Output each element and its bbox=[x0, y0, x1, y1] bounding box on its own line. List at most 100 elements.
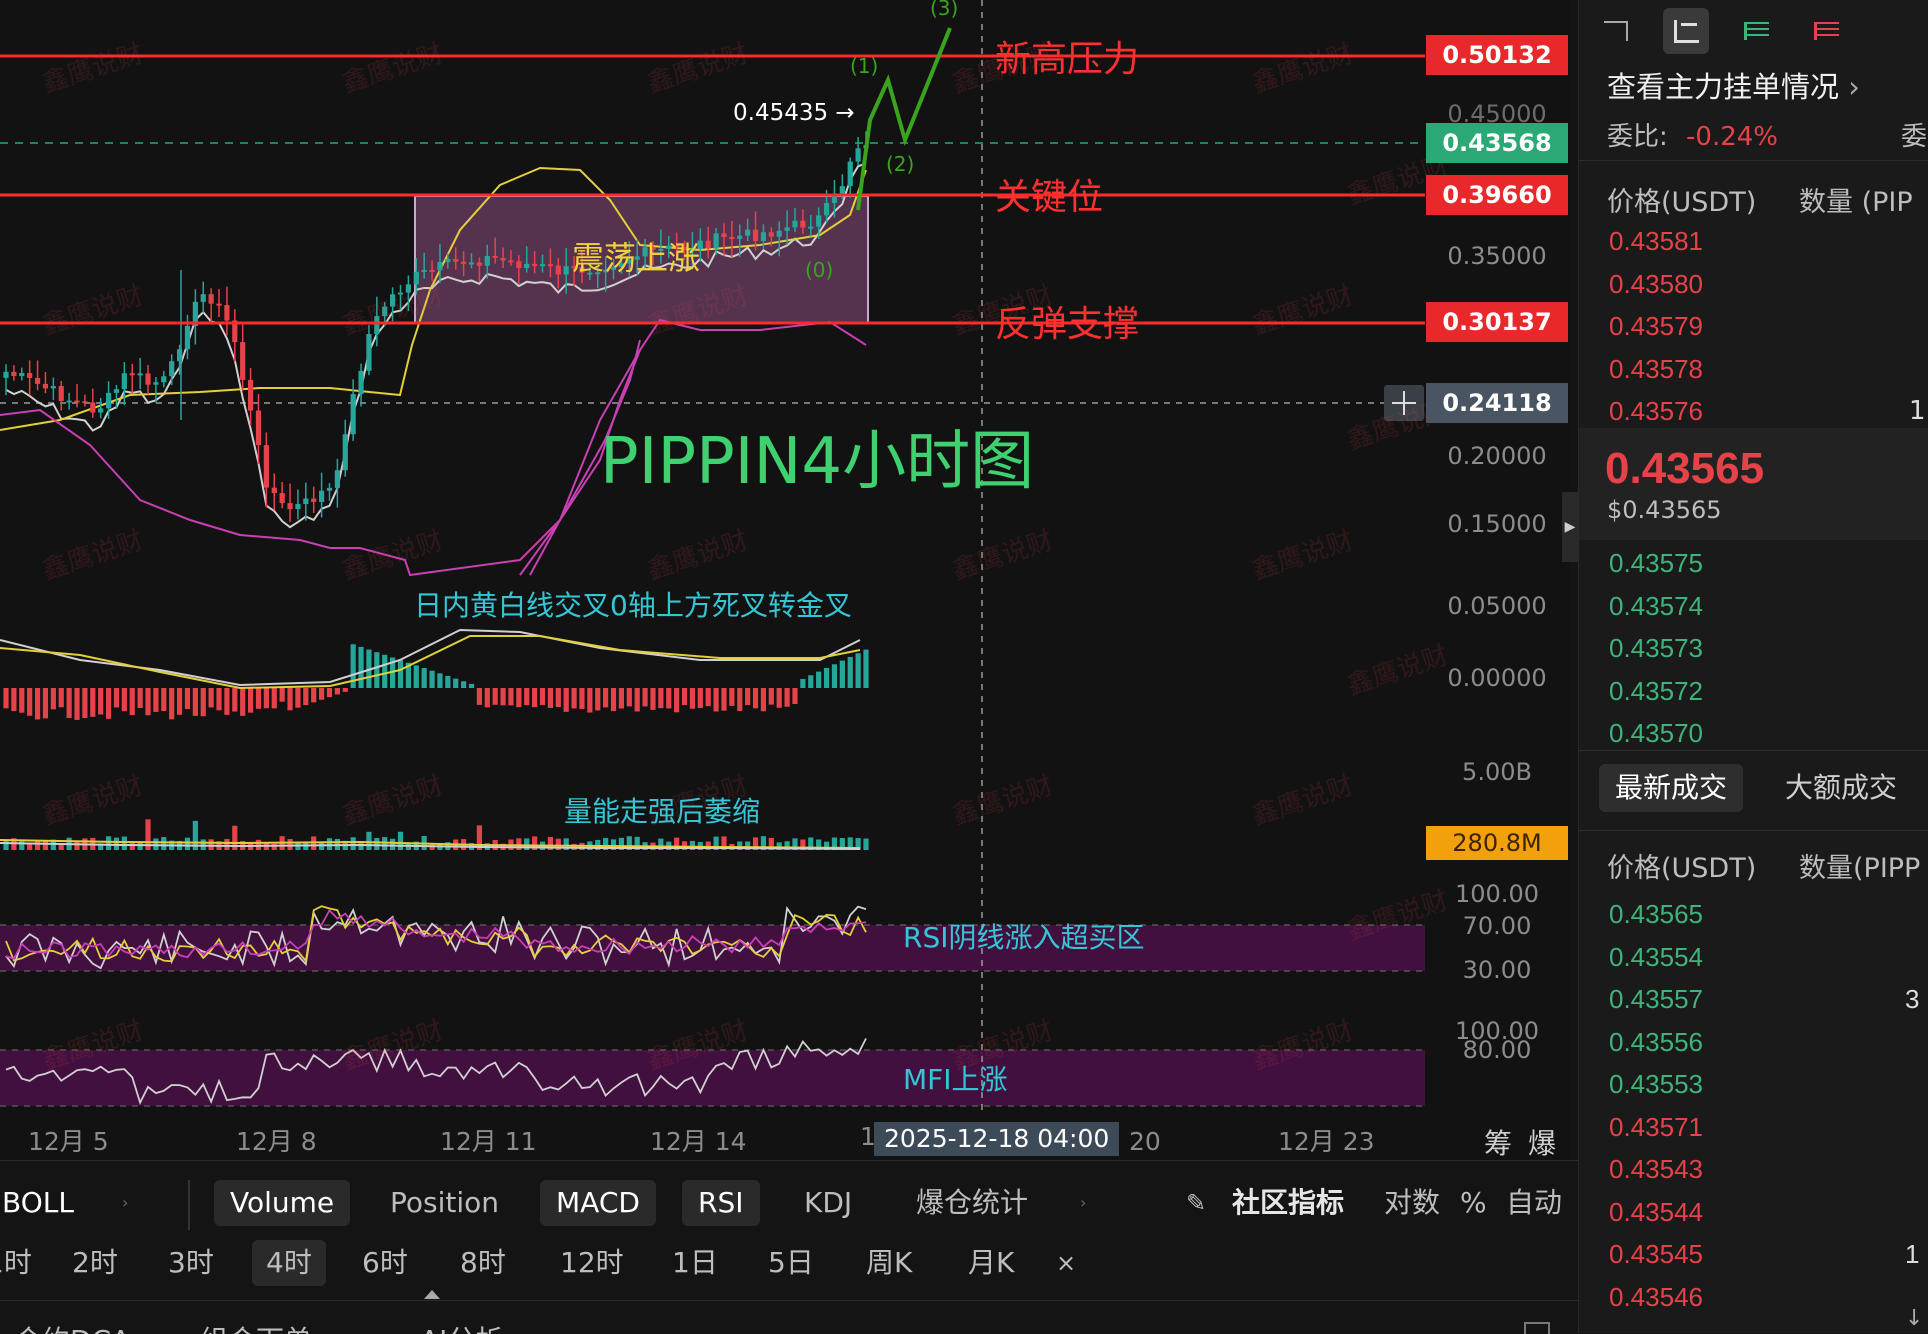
tab-dca[interactable]: 合约DCA bbox=[14, 1318, 130, 1334]
indicator-rsi[interactable]: RSI bbox=[682, 1180, 760, 1226]
candle-body bbox=[82, 401, 88, 404]
macd-histogram-bar bbox=[587, 688, 593, 713]
macd-histogram-bar bbox=[287, 688, 293, 711]
trade-row-price: 0.43557 bbox=[1609, 984, 1703, 1014]
indicator-position[interactable]: Position bbox=[390, 1186, 500, 1219]
timeframe-month[interactable]: 月K bbox=[968, 1246, 1015, 1279]
volume-bar bbox=[681, 841, 688, 850]
box-label: 震荡上涨 bbox=[572, 239, 701, 277]
layout-split-icon[interactable] bbox=[1663, 8, 1709, 54]
candle-body bbox=[27, 372, 33, 378]
chevron-right-icon[interactable]: › bbox=[1080, 1193, 1087, 1212]
macd-histogram-bar bbox=[823, 667, 830, 688]
bid-row[interactable]: 0.43573 bbox=[1609, 633, 1703, 663]
timeframe-8h[interactable]: 8时 bbox=[460, 1246, 506, 1279]
candle-body bbox=[792, 220, 798, 228]
candle-body bbox=[263, 445, 269, 488]
layout-default-icon[interactable] bbox=[1593, 8, 1639, 54]
orderbook-title-link[interactable]: 查看主力挂单情况 › bbox=[1607, 64, 1860, 106]
tab-ai-analysis[interactable]: AI分析 bbox=[420, 1318, 503, 1334]
chevron-up-icon[interactable] bbox=[424, 1290, 440, 1299]
bollinger-bands bbox=[0, 162, 867, 577]
date-label: 12月 14 bbox=[650, 1127, 747, 1156]
crosshair-plus-icon[interactable] bbox=[1384, 385, 1424, 421]
panel-collapse-icon[interactable]: ▶ bbox=[1562, 492, 1578, 562]
indicator-kdj[interactable]: KDJ bbox=[804, 1186, 853, 1219]
tab-latest-trades[interactable]: 最新成交 bbox=[1599, 764, 1744, 812]
ask-row[interactable]: 0.43576 bbox=[1609, 396, 1703, 426]
axis-tick-macd: 0.00000 bbox=[1447, 664, 1547, 692]
tab-combo-order[interactable]: 组合下单 bbox=[200, 1318, 312, 1334]
community-indicator-button[interactable]: 社区指标 bbox=[1232, 1186, 1345, 1219]
timeframe-4h[interactable]: 4时 bbox=[252, 1240, 326, 1286]
auto-scale-toggle[interactable]: 自动 bbox=[1506, 1186, 1563, 1219]
macd-histogram-bar bbox=[208, 688, 214, 708]
trades-col-price: 价格(USDT) bbox=[1607, 853, 1757, 884]
macd-histogram-bar bbox=[66, 688, 72, 718]
trades-col-qty: 数量(PIPP bbox=[1799, 853, 1921, 884]
timeframe-5d[interactable]: 5日 bbox=[768, 1246, 814, 1279]
candle-body bbox=[74, 400, 80, 403]
timeframe-12h[interactable]: 12时 bbox=[560, 1246, 624, 1279]
candle-body bbox=[279, 493, 285, 504]
axis-tick-volume: 5.00B bbox=[1462, 758, 1532, 786]
timeframe-week[interactable]: 周K bbox=[866, 1246, 913, 1279]
macd-histogram-bar bbox=[476, 688, 482, 705]
layout-bids-icon[interactable] bbox=[1733, 8, 1779, 54]
macd-histogram-bar bbox=[745, 688, 751, 705]
timeframe-1d[interactable]: 1日 bbox=[672, 1246, 718, 1279]
ask-row[interactable]: 0.43581 bbox=[1609, 226, 1703, 256]
timeframe-3h[interactable]: 3时 bbox=[168, 1246, 214, 1279]
macd-histogram-bar bbox=[318, 688, 325, 700]
candle-body bbox=[224, 305, 230, 321]
layout-asks-icon[interactable] bbox=[1803, 8, 1849, 54]
candle-body bbox=[90, 402, 96, 413]
volume-bar bbox=[721, 836, 727, 850]
candle-body bbox=[705, 240, 711, 249]
bid-row[interactable]: 0.43570 bbox=[1609, 718, 1703, 748]
ask-row[interactable]: 0.43579 bbox=[1609, 311, 1703, 341]
bid-row[interactable]: 0.43574 bbox=[1609, 590, 1703, 621]
bid-row[interactable]: 0.43572 bbox=[1609, 675, 1703, 706]
candle-body bbox=[642, 247, 648, 257]
indicator-macd[interactable]: MACD bbox=[540, 1180, 656, 1226]
ask-row[interactable]: 0.43580 bbox=[1609, 268, 1703, 299]
axis-corner-button[interactable]: 筹 bbox=[1484, 1127, 1513, 1160]
volume-bar bbox=[232, 825, 238, 850]
macd-histogram-bar bbox=[169, 688, 175, 720]
axis-corner-button[interactable]: 爆 bbox=[1528, 1127, 1557, 1160]
volume-bar bbox=[350, 837, 356, 850]
kline-chart[interactable] bbox=[0, 0, 1570, 1160]
macd-histogram-bar bbox=[492, 688, 498, 705]
axis-tick-mfi: 100.00 bbox=[1455, 1017, 1539, 1045]
volume-bar bbox=[58, 843, 64, 850]
timeframe-2h[interactable]: 2时 bbox=[72, 1246, 118, 1279]
macd-histogram-bar bbox=[697, 688, 703, 709]
timeframe-6h[interactable]: 6时 bbox=[362, 1246, 408, 1279]
expand-icon[interactable] bbox=[1524, 1322, 1550, 1334]
chevron-right-icon[interactable]: › bbox=[122, 1193, 129, 1212]
candle-body bbox=[295, 504, 301, 510]
edit-icon[interactable]: ✎ bbox=[1186, 1189, 1207, 1217]
percent-scale-toggle[interactable]: % bbox=[1460, 1186, 1487, 1219]
chart-area[interactable]: 鑫鹰说财 鑫鹰说财 鑫鹰说财 鑫鹰说财 鑫鹰说财 鑫鹰说财 鑫鹰说财 鑫鹰说财 鑫鹰说财 鑫鹰说财… bbox=[0, 0, 1570, 1160]
timeframe-1h[interactable]: 1时 bbox=[0, 1246, 32, 1279]
wave-projection-line bbox=[856, 27, 952, 211]
candle-body bbox=[737, 235, 743, 239]
close-icon[interactable]: × bbox=[1056, 1249, 1077, 1277]
bid-row[interactable]: 0.43575 bbox=[1609, 548, 1703, 578]
log-scale-toggle[interactable]: 对数 bbox=[1384, 1186, 1441, 1219]
candle-body bbox=[808, 226, 814, 229]
candle-body bbox=[666, 245, 672, 249]
volume-bar bbox=[3, 840, 9, 850]
candle-body bbox=[839, 186, 845, 194]
ask-row[interactable]: 0.43578 bbox=[1609, 353, 1703, 384]
axis-tick-rsi: 70.00 bbox=[1462, 912, 1532, 940]
scroll-down-icon[interactable]: ↓ bbox=[1905, 1306, 1924, 1331]
trade-row-qty: 3 bbox=[1905, 984, 1920, 1014]
indicator-boll[interactable]: BOLL bbox=[2, 1186, 74, 1219]
indicator-volume[interactable]: Volume bbox=[214, 1180, 351, 1226]
tab-large-trades[interactable]: 大额成交 bbox=[1785, 771, 1898, 804]
indicator-liquidation-stats[interactable]: 爆仓统计 bbox=[916, 1186, 1029, 1219]
macd-histogram-bar bbox=[839, 660, 845, 688]
